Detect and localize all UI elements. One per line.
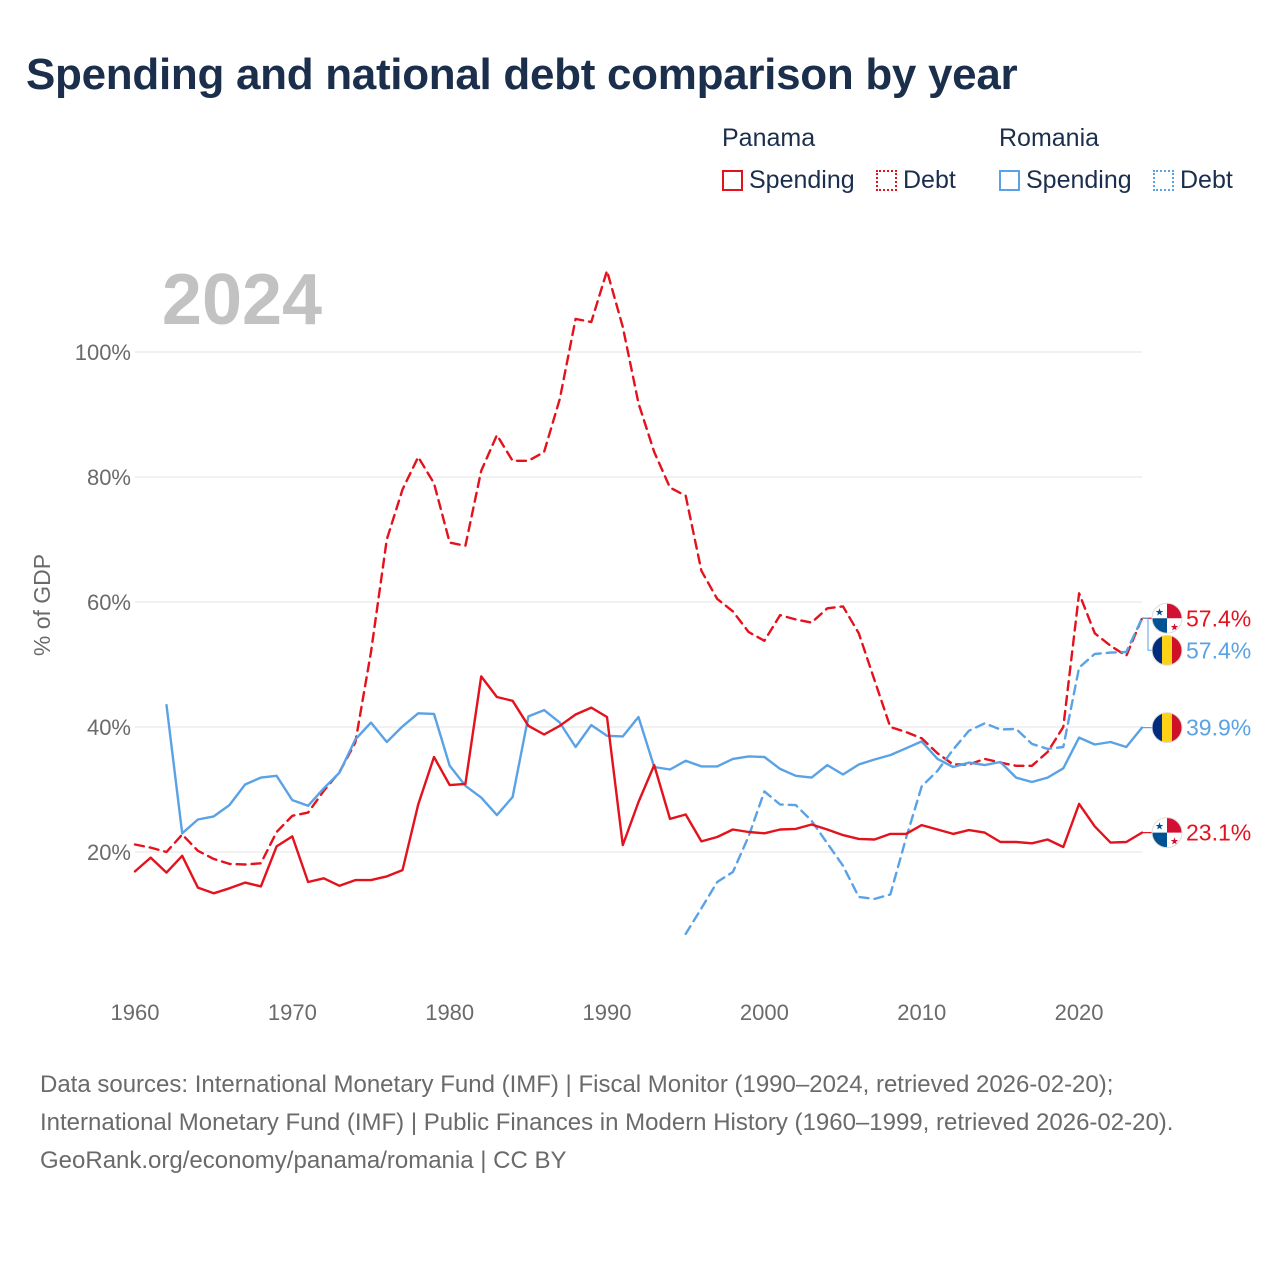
x-tick-label: 2020 — [1055, 1000, 1104, 1025]
flag-body: ★★ — [1152, 603, 1182, 634]
axes: 20% 40% 60% 80% 100% 1960 1970 1980 1990 2000 2010… — [75, 340, 1104, 1025]
end-labels: ★★ 57.4%57.4%39.9%★★ 23.1% — [1142, 602, 1251, 849]
sources-text: Data sources: International Monetary Fun… — [40, 1071, 1174, 1136]
x-tick-label: 1960 — [111, 1000, 160, 1025]
x-tick-label: 1970 — [268, 1000, 317, 1025]
end-value-label: 39.9% — [1186, 715, 1251, 741]
flag-star-icon: ★ — [1155, 607, 1164, 618]
y-axis-title: % of GDP — [29, 554, 55, 656]
end-value-label: 23.1% — [1186, 820, 1251, 846]
series-line-panama-spending — [133, 675, 1144, 895]
flag-body — [1152, 712, 1182, 743]
flag-outline — [1151, 634, 1183, 666]
panama-flag-icon: ★★ — [1151, 602, 1183, 634]
flag-stripe-yellow — [1162, 712, 1172, 743]
flag-stripe-blue — [1152, 635, 1162, 666]
flag-outline — [1151, 712, 1183, 744]
legend-country-romania: Romania — [999, 124, 1100, 152]
flag-outline — [1151, 817, 1183, 849]
romania-flag-icon — [1151, 634, 1183, 666]
label-leader — [1142, 617, 1152, 651]
legend-swatch-dotted-blue — [1153, 170, 1174, 191]
end-value-label: 57.4% — [1186, 605, 1251, 631]
chart-title: Spending and national debt comparison by… — [26, 50, 1018, 99]
y-tick-label: 40% — [87, 715, 131, 740]
legend-panama-debt[interactable]: Debt — [876, 166, 956, 195]
sources-link[interactable]: GeoRank.org/economy/panama/romania | CC … — [40, 1147, 567, 1174]
series-line-romania-debt — [684, 617, 1144, 936]
year-watermark: 2024 — [162, 260, 322, 340]
legend-swatch-solid-red — [722, 170, 743, 191]
y-tick-label: 100% — [75, 340, 131, 365]
flag-outline — [1151, 602, 1183, 634]
series — [133, 269, 1144, 936]
x-tick-label: 1990 — [583, 1000, 632, 1025]
sources-block: Data sources: International Monetary Fun… — [40, 1066, 1240, 1180]
y-tick-label: 60% — [87, 590, 131, 615]
y-tick-label: 20% — [87, 840, 131, 865]
flag-stripe-red — [1172, 712, 1182, 743]
legend-label: Spending — [749, 166, 855, 194]
legend-swatch-dotted-red — [876, 170, 897, 191]
legend-country-panama: Panama — [722, 124, 816, 152]
panama-flag-icon: ★★ — [1151, 817, 1183, 849]
end-value-label: 57.4% — [1186, 637, 1251, 663]
flag-stripe-red — [1172, 635, 1182, 666]
romania-flag-icon — [1151, 712, 1183, 744]
legend-label: Debt — [1180, 166, 1233, 194]
legend-label: Spending — [1026, 166, 1132, 194]
x-tick-label: 2010 — [897, 1000, 946, 1025]
chart-area: 2024 20% 40% 60% 80% 100% 1960 1970 1980 1990 200… — [29, 260, 1251, 1025]
flag-star-icon: ★ — [1170, 837, 1179, 848]
flag-body — [1152, 635, 1182, 666]
series-line-panama-debt — [133, 269, 1144, 866]
x-tick-label: 1980 — [425, 1000, 474, 1025]
y-tick-label: 80% — [87, 465, 131, 490]
x-tick-label: 2000 — [740, 1000, 789, 1025]
legend-romania-debt[interactable]: Debt — [1153, 166, 1233, 195]
legend-swatch-solid-blue — [999, 170, 1020, 191]
legend-romania-spending[interactable]: Spending — [999, 166, 1132, 195]
gridlines — [135, 351, 1142, 853]
flag-star-icon: ★ — [1155, 822, 1164, 833]
legend-label: Debt — [903, 166, 956, 194]
flag-star-icon: ★ — [1170, 622, 1179, 633]
legend-panama-spending[interactable]: Spending — [722, 166, 855, 195]
flag-stripe-yellow — [1162, 635, 1172, 666]
flag-stripe-blue — [1152, 712, 1162, 743]
